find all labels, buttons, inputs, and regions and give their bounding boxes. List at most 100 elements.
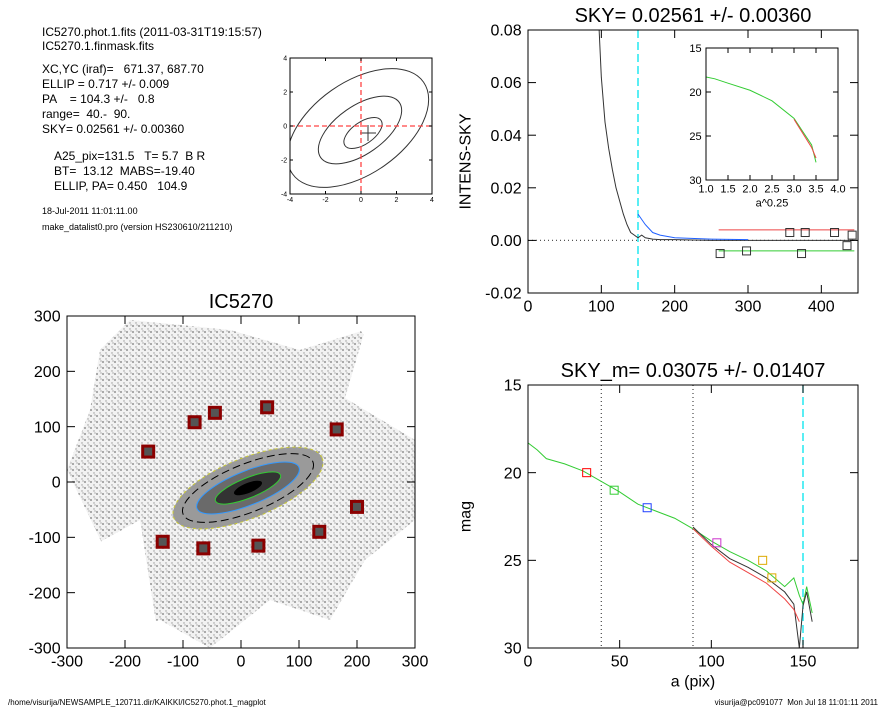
chart-title: SKY= 0.02561 +/- 0.00360 bbox=[575, 5, 812, 27]
square-marker bbox=[312, 524, 327, 539]
x-tick-label: 200 bbox=[661, 298, 688, 315]
x-tick-label: 0 bbox=[524, 653, 533, 670]
frame bbox=[527, 29, 859, 294]
plot-area bbox=[528, 385, 813, 648]
frame bbox=[527, 384, 859, 649]
x-tick-label: 3.0 bbox=[786, 184, 801, 196]
y-tick-label: 20 bbox=[689, 87, 701, 99]
square-marker bbox=[642, 503, 652, 513]
square-marker bbox=[758, 555, 768, 565]
y-tick-label: 0 bbox=[283, 123, 287, 130]
y-tick-label: 0.08 bbox=[490, 23, 521, 40]
line bbox=[528, 442, 813, 614]
frame bbox=[289, 57, 433, 195]
y-tick-label: -4 bbox=[281, 191, 287, 198]
square-marker bbox=[800, 228, 810, 238]
y-tick-label: 0.06 bbox=[490, 75, 521, 92]
square-marker bbox=[742, 246, 752, 256]
square-marker bbox=[196, 541, 211, 556]
y-tick-label: 15 bbox=[689, 43, 701, 55]
x-tick-label: -4 bbox=[287, 197, 293, 204]
square-marker bbox=[329, 422, 344, 437]
plot-area bbox=[141, 400, 364, 556]
line bbox=[793, 119, 817, 159]
y-tick-label: 25 bbox=[504, 553, 522, 570]
square-marker bbox=[251, 538, 266, 553]
x-tick-label: 0 bbox=[237, 653, 246, 670]
square-marker bbox=[582, 468, 592, 478]
y-tick-label: 100 bbox=[34, 419, 61, 436]
timestamp: 18-Jul-2011 11:01:11.00 bbox=[42, 206, 138, 216]
line bbox=[692, 528, 800, 622]
x-tick-label: 300 bbox=[402, 653, 429, 670]
header: IC5270.phot.1.fits (2011-03-31T19:15:57)… bbox=[42, 25, 262, 232]
chart-title: IC5270 bbox=[209, 291, 274, 313]
frame bbox=[66, 315, 416, 649]
header-line: XC,YC (iraf)= 671.37, 687.70 bbox=[42, 62, 204, 76]
square-marker bbox=[187, 415, 202, 430]
x-tick-label: 2.5 bbox=[764, 184, 779, 196]
y-tick-label: 4 bbox=[283, 55, 287, 62]
y-tick-label: 0.02 bbox=[490, 180, 521, 197]
x-tick-label: 300 bbox=[735, 298, 762, 315]
square-marker bbox=[830, 228, 840, 238]
header-line: SKY= 0.02561 +/- 0.00360 bbox=[42, 122, 184, 136]
x-tick-label: 0 bbox=[524, 298, 533, 315]
y-tick-label: 0.04 bbox=[490, 128, 521, 145]
header-line: IC5270.1.finmask.fits bbox=[42, 39, 154, 53]
param-line: A25_pix=131.5 T= 5.7 B R bbox=[54, 149, 206, 163]
x-tick-label: 50 bbox=[611, 653, 629, 670]
x-tick-label: 4.0 bbox=[830, 184, 845, 196]
galaxy-image bbox=[67, 316, 415, 648]
x-tick-label: 150 bbox=[790, 653, 817, 670]
line bbox=[706, 76, 817, 163]
line bbox=[598, 30, 855, 241]
y-tick-label: -200 bbox=[29, 585, 61, 602]
square-marker bbox=[155, 534, 170, 549]
square-marker bbox=[715, 249, 725, 259]
x-tick-label: 400 bbox=[808, 298, 835, 315]
x-axis-label: a^0.25 bbox=[756, 197, 789, 209]
y-tick-label: -0.02 bbox=[485, 286, 522, 303]
y-tick-label: 300 bbox=[34, 309, 61, 326]
y-tick-label: 15 bbox=[504, 378, 522, 395]
x-tick-label: 0 bbox=[359, 197, 363, 204]
param-line: ELLIP, PA= 0.450 104.9 bbox=[54, 179, 188, 193]
square-marker bbox=[207, 405, 222, 420]
y-tick-label: 25 bbox=[689, 131, 701, 143]
square-marker bbox=[260, 400, 275, 415]
y-tick-label: -300 bbox=[29, 641, 61, 658]
square-marker bbox=[797, 249, 807, 259]
header-line: PA = 104.3 +/- 0.8 bbox=[42, 92, 155, 106]
x-tick-label: 4 bbox=[430, 197, 434, 204]
plot-area bbox=[290, 58, 432, 194]
footer-left: /home/visurija/NEWSAMPLE_120711.dir/KAIK… bbox=[8, 698, 267, 707]
x-tick-label: 1.0 bbox=[698, 184, 713, 196]
y-axis-label: mag bbox=[457, 501, 474, 532]
x-tick-label: 2 bbox=[395, 197, 399, 204]
x-tick-label: 200 bbox=[344, 653, 371, 670]
x-tick-label: 1.5 bbox=[720, 184, 735, 196]
panel: 1.0 1.5 2.0 2.5 3.0 3.5 4.0 15 20 25 30 a^0.25 bbox=[689, 43, 845, 210]
x-tick-label: 100 bbox=[588, 298, 615, 315]
header-line: ELLIP = 0.717 +/- 0.009 bbox=[42, 77, 170, 91]
x-tick-label: -300 bbox=[51, 653, 83, 670]
square-marker bbox=[712, 538, 722, 548]
square-marker bbox=[785, 228, 795, 238]
square-marker bbox=[609, 485, 619, 495]
square-marker bbox=[842, 241, 852, 251]
line bbox=[637, 213, 749, 241]
header-line: range= 40.- 90. bbox=[42, 107, 130, 121]
footer-right: visurija@pc091077 Mon Jul 18 11:01:11 20… bbox=[715, 698, 879, 707]
x-tick-label: 100 bbox=[286, 653, 313, 670]
contours bbox=[290, 68, 430, 188]
x-axis-label: a (pix) bbox=[671, 673, 715, 690]
y-tick-label: 200 bbox=[34, 364, 61, 381]
line bbox=[692, 526, 813, 648]
panel: -4 -2 0 2 4 -4 -2 0 2 4 bbox=[281, 55, 434, 204]
chart-title: SKY_m= 0.03075 +/- 0.01407 bbox=[561, 360, 826, 382]
x-tick-label: 2.0 bbox=[742, 184, 757, 196]
param-line: BT= 13.12 MABS=-19.40 bbox=[54, 164, 195, 178]
